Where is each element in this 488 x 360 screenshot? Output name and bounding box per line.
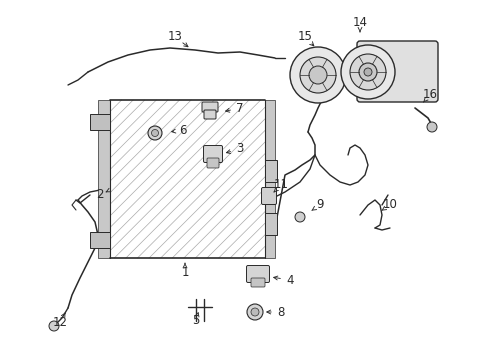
Circle shape [299,57,335,93]
Text: 10: 10 [382,198,397,211]
Bar [264,213,276,235]
Bar [90,114,110,130]
Bar [264,100,274,258]
FancyBboxPatch shape [206,158,219,168]
Text: 16: 16 [422,89,437,102]
Text: 1: 1 [181,266,188,279]
Text: 9: 9 [316,198,323,211]
Circle shape [246,304,263,320]
Circle shape [340,45,394,99]
FancyBboxPatch shape [250,278,264,287]
Circle shape [358,63,376,81]
FancyBboxPatch shape [261,188,276,204]
Circle shape [294,212,305,222]
FancyBboxPatch shape [202,102,218,112]
Circle shape [349,54,385,90]
Bar [110,100,264,258]
Text: 5: 5 [192,314,199,327]
Circle shape [289,47,346,103]
Text: 2: 2 [96,189,103,202]
Circle shape [151,130,158,136]
FancyBboxPatch shape [356,41,437,102]
Text: 8: 8 [277,306,284,319]
Text: 7: 7 [236,102,243,114]
Circle shape [363,68,371,76]
Bar [264,160,276,182]
Text: 6: 6 [179,123,186,136]
Text: 11: 11 [273,179,288,192]
Circle shape [308,66,326,84]
Bar [90,232,110,248]
Text: 14: 14 [352,15,367,28]
Text: 13: 13 [167,31,182,44]
Circle shape [250,308,259,316]
FancyBboxPatch shape [246,266,269,283]
Bar [110,100,264,258]
Text: 12: 12 [52,315,67,328]
Text: 3: 3 [236,143,243,156]
FancyBboxPatch shape [203,110,216,119]
FancyBboxPatch shape [203,145,222,162]
Bar [98,100,110,258]
Circle shape [148,126,162,140]
Text: 4: 4 [285,274,293,287]
Circle shape [426,122,436,132]
Text: 15: 15 [297,31,312,44]
Circle shape [49,321,59,331]
